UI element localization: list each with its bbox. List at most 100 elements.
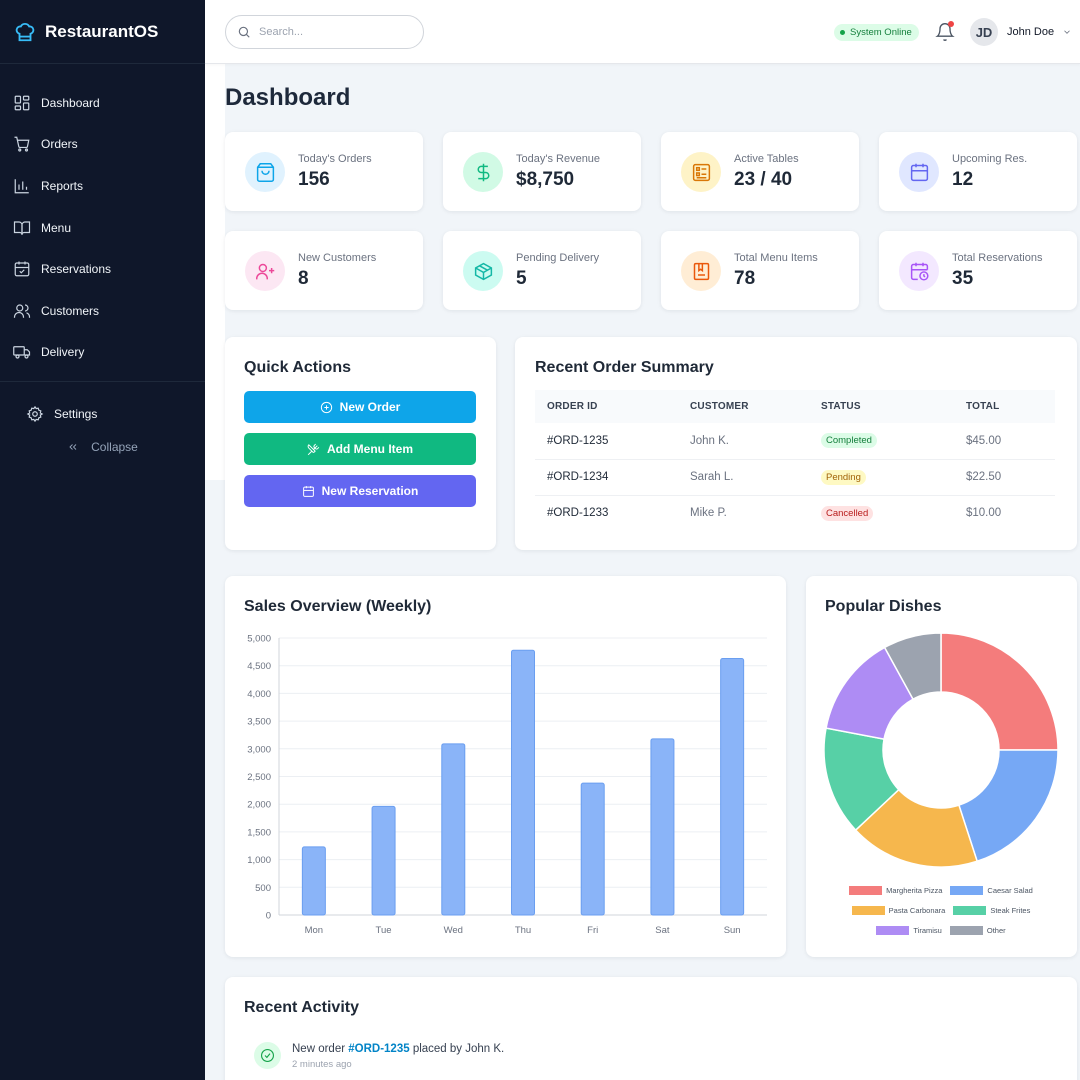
calendar-clock-icon — [910, 262, 929, 281]
user-plus-icon — [255, 263, 274, 279]
y-tick-label: 4,000 — [247, 689, 271, 700]
stat-icon-wrap — [463, 251, 503, 291]
sidebar-item-reservations[interactable]: Reservations — [0, 248, 205, 290]
order-status-cell: Cancelled — [809, 495, 954, 531]
column-header: TOTAL — [954, 390, 1055, 423]
search-input[interactable] — [259, 26, 409, 38]
chevrons-left-icon — [69, 444, 77, 450]
sidebar-item-dashboard[interactable]: Dashboard — [0, 82, 205, 124]
popular-dishes-panel: Popular Dishes Margherita Pizza Caesar Sa… — [806, 576, 1077, 957]
sidebar: RestaurantOS Dashboard Orders Reports Me… — [0, 0, 205, 1080]
truck-icon — [13, 346, 31, 359]
y-tick-label: 3,000 — [247, 744, 271, 755]
sidebar-nav: Dashboard Orders Reports Menu Reservatio… — [0, 64, 205, 373]
x-tick-label: Sun — [724, 925, 741, 936]
user-name: John Doe — [1007, 26, 1055, 38]
bar-mon[interactable] — [301, 846, 326, 916]
user-menu[interactable]: JD John Doe — [970, 18, 1072, 46]
new-order-button[interactable]: New Order — [244, 391, 476, 423]
sidebar-item-label: Customers — [41, 303, 100, 318]
bar-chart-icon — [14, 179, 29, 194]
stat-value: 23 / 40 — [734, 169, 793, 190]
legend-item[interactable]: Caesar Salad — [950, 885, 1033, 895]
cart-icon — [14, 137, 30, 152]
utensils-crossed-icon — [307, 443, 320, 455]
calendar-plus-icon — [302, 485, 314, 497]
slice-caesar-salad[interactable] — [957, 749, 1059, 863]
legend-item[interactable]: Tiramisu — [876, 925, 942, 935]
stat-value: 156 — [298, 169, 330, 190]
stat-card-new-customers: New Customers 8 — [225, 231, 423, 310]
bar-thu[interactable] — [511, 649, 535, 916]
table-row[interactable]: #ORD-1233 Mike P. Cancelled $10.00 — [535, 495, 1055, 531]
slice-margherita-pizza[interactable] — [940, 632, 1059, 751]
stat-card-todays-orders: Today's Orders 156 — [225, 132, 423, 211]
new-reservation-button[interactable]: New Reservation — [244, 475, 476, 507]
sales-overview-panel: Sales Overview (Weekly) 0 500 1,000 1,500 2,… — [225, 576, 786, 957]
book-icon — [13, 220, 31, 235]
legend-label: Tiramisu — [913, 925, 942, 935]
order-customer: Sarah L. — [678, 459, 809, 496]
collapse-button[interactable]: Collapse — [0, 436, 205, 458]
table-header-row: ORDER ID CUSTOMER STATUS TOTAL — [535, 390, 1055, 423]
legend-row: Tiramisu Other — [806, 920, 1076, 940]
sidebar-item-menu[interactable]: Menu — [0, 207, 205, 249]
legend-item[interactable]: Other — [949, 925, 1006, 935]
add-menu-item-button[interactable]: Add Menu Item — [244, 433, 476, 465]
status-badge: Cancelled — [821, 505, 874, 521]
stat-value: 8 — [298, 268, 309, 289]
calendar-icon — [910, 163, 928, 181]
menu-book-icon — [693, 262, 709, 280]
column-header: CUSTOMER — [678, 390, 809, 423]
collapse-label: Collapse — [91, 440, 138, 455]
order-customer: John K. — [678, 423, 809, 460]
stat-label: Total Menu Items — [734, 252, 818, 264]
activity-order-link[interactable]: #ORD-1235 — [348, 1043, 410, 1055]
legend-label: Caesar Salad — [987, 885, 1033, 895]
legend-label: Other — [986, 925, 1006, 935]
sidebar-item-reports[interactable]: Reports — [0, 165, 205, 207]
search-box[interactable] — [225, 15, 424, 49]
users-icon — [13, 304, 31, 318]
legend-label: Margherita Pizza — [886, 885, 943, 895]
bar-fri[interactable] — [580, 782, 605, 916]
legend-swatch — [849, 885, 883, 895]
stat-label: New Customers — [298, 252, 377, 264]
package-check-icon — [474, 262, 492, 280]
slice-other[interactable] — [883, 632, 942, 701]
sidebar-item-orders[interactable]: Orders — [0, 124, 205, 166]
legend-swatch — [953, 905, 987, 915]
stat-icon-wrap — [245, 152, 285, 192]
sidebar-item-customers[interactable]: Customers — [0, 290, 205, 332]
legend-item[interactable]: Pasta Carbonara — [851, 905, 945, 915]
order-total: $10.00 — [966, 507, 1002, 520]
bar-sat[interactable] — [650, 738, 675, 916]
sidebar-item-settings[interactable]: Settings — [0, 392, 205, 436]
stat-value: 78 — [734, 268, 756, 289]
x-tick-label: Thu — [515, 925, 531, 936]
order-id: #ORD-1234 — [535, 459, 678, 496]
activity-icon-wrap — [254, 1042, 281, 1069]
grid-icon — [14, 95, 30, 111]
bar-tue[interactable] — [371, 805, 396, 916]
column-header: STATUS — [809, 390, 954, 423]
legend-item[interactable]: Margherita Pizza — [849, 885, 943, 895]
stat-value: $8,750 — [516, 169, 575, 190]
brand[interactable]: RestaurantOS — [0, 0, 205, 64]
y-tick-label: 1,000 — [247, 855, 271, 866]
bar-sun[interactable] — [720, 657, 745, 916]
table-row[interactable]: #ORD-1235 John K. Completed $45.00 — [535, 423, 1055, 460]
stat-label: Active Tables — [734, 153, 799, 165]
sidebar-item-label: Menu — [41, 220, 72, 235]
bar-wed[interactable] — [441, 743, 466, 916]
legend-item[interactable]: Steak Frites — [953, 905, 1030, 915]
notifications-button[interactable] — [935, 21, 955, 42]
table-row[interactable]: #ORD-1234 Sarah L. Pending $22.50 — [535, 459, 1055, 496]
sidebar-item-delivery[interactable]: Delivery — [0, 332, 205, 374]
y-tick-label: 4,500 — [247, 661, 271, 672]
legend-row: Pasta Carbonara Steak Frites — [806, 900, 1076, 920]
stat-value: 5 — [516, 268, 527, 289]
chevron-down-icon — [1064, 30, 1070, 34]
activity-body: New order #ORD-1235 placed by John K. 2 … — [292, 1042, 504, 1070]
status-badge: Pending — [821, 469, 866, 485]
